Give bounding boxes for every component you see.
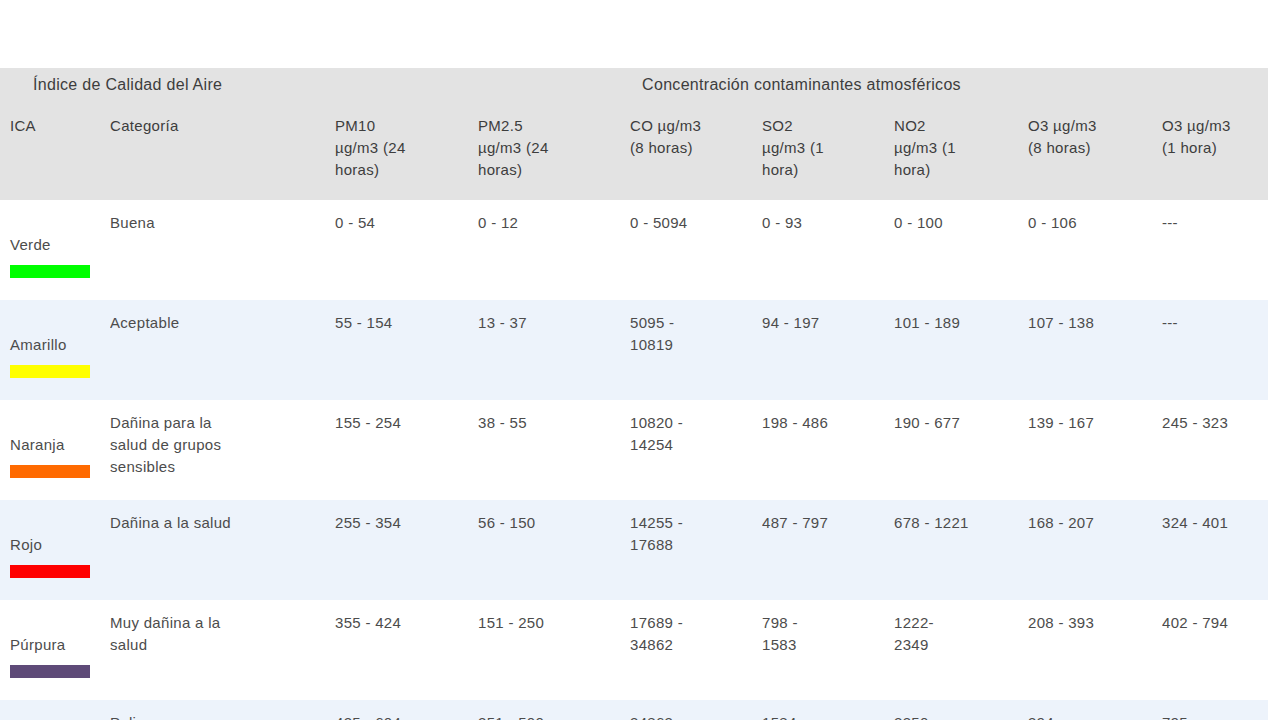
value-cell: 38 - 55 [478, 400, 630, 500]
value-cell: --- [1162, 300, 1268, 400]
color-swatch [10, 365, 90, 378]
value-cell: 0 - 12 [478, 200, 630, 300]
value-cell: 324 - 401 [1162, 500, 1268, 600]
value-cell: 101 - 189 [894, 300, 1028, 400]
value-cell: 2350 - 3853 [894, 700, 1028, 720]
page: Índice de Calidad del Aire Concentración… [0, 0, 1280, 720]
ica-label: Púrpura [10, 636, 65, 653]
table-row-purpura: Púrpura Muy dañina a la salud 355 - 424 … [0, 600, 1268, 700]
value-cell: 14255 - 17688 [630, 500, 762, 600]
ica-cell: Rojo [0, 500, 110, 600]
ica-label: Naranja [10, 436, 65, 453]
column-header-no2: NO2 µg/m3 (1 hora) [894, 99, 1028, 200]
value-cell: 5095 - 10819 [630, 300, 762, 400]
table-row-marron: Marrón Peligrosa 425 - 604 251 - 500 348… [0, 700, 1268, 720]
value-cell: 55 - 154 [335, 300, 478, 400]
value-cell: 394 [1028, 700, 1162, 720]
ica-cell: Marrón [0, 700, 110, 720]
value-cell: 0 - 106 [1028, 200, 1162, 300]
value-cell: 1584 - 2629 [762, 700, 894, 720]
column-header-co: CO µg/m3 (8 horas) [630, 99, 762, 200]
value-cell: 795 - 1185 [1162, 700, 1268, 720]
color-swatch [10, 465, 90, 478]
header-group-row: Índice de Calidad del Aire Concentración… [0, 68, 1268, 99]
value-cell: 0 - 54 [335, 200, 478, 300]
ica-label: Verde [10, 236, 51, 253]
value-cell: 139 - 167 [1028, 400, 1162, 500]
value-cell: 0 - 93 [762, 200, 894, 300]
column-header-o3-1h: O3 µg/m3 (1 hora) [1162, 99, 1268, 200]
column-header-row: ICA Categoría PM10 µg/m3 (24 horas) PM2.… [0, 99, 1268, 200]
column-header-pm25: PM2.5 µg/m3 (24 horas) [478, 99, 630, 200]
ica-cell: Amarillo [0, 300, 110, 400]
table-row-naranja: Naranja Dañina para la salud de grupos s… [0, 400, 1268, 500]
value-cell: 94 - 197 [762, 300, 894, 400]
ica-cell: Verde [0, 200, 110, 300]
value-cell: 0 - 5094 [630, 200, 762, 300]
ica-cell: Naranja [0, 400, 110, 500]
value-cell: 355 - 424 [335, 600, 478, 700]
ica-cell: Púrpura [0, 600, 110, 700]
ica-label: Amarillo [10, 336, 67, 353]
category-cell: Dañina para la salud de grupos sensibles [110, 400, 335, 500]
column-header-pm10: PM10 µg/m3 (24 horas) [335, 99, 478, 200]
category-cell: Muy dañina a la salud [110, 600, 335, 700]
value-cell: 0 - 100 [894, 200, 1028, 300]
value-cell: 487 - 797 [762, 500, 894, 600]
table-row-amarillo: Amarillo Aceptable 55 - 154 13 - 37 5095… [0, 300, 1268, 400]
color-swatch [10, 565, 90, 578]
value-cell: 168 - 207 [1028, 500, 1162, 600]
value-cell: 34863 - 57703 [630, 700, 762, 720]
color-swatch [10, 265, 90, 278]
color-swatch [10, 665, 90, 678]
category-cell: Dañina a la salud [110, 500, 335, 600]
value-cell: 17689 - 34862 [630, 600, 762, 700]
table-row-verde: Verde Buena 0 - 54 0 - 12 0 - 5094 0 - 9… [0, 200, 1268, 300]
value-cell: 425 - 604 [335, 700, 478, 720]
column-header-so2: SO2 µg/m3 (1 hora) [762, 99, 894, 200]
column-header-ica: ICA [0, 99, 110, 200]
value-cell: 56 - 150 [478, 500, 630, 600]
value-cell: 1222- 2349 [894, 600, 1028, 700]
value-cell: 151 - 250 [478, 600, 630, 700]
ica-label: Rojo [10, 536, 42, 553]
column-header-o3-8h: O3 µg/m3 (8 horas) [1028, 99, 1162, 200]
header-group-ica: Índice de Calidad del Aire [0, 68, 335, 99]
value-cell: 190 - 677 [894, 400, 1028, 500]
value-cell: 251 - 500 [478, 700, 630, 720]
value-cell: 208 - 393 [1028, 600, 1162, 700]
value-cell: 255 - 354 [335, 500, 478, 600]
value-cell: 678 - 1221 [894, 500, 1028, 600]
aqi-table: Índice de Calidad del Aire Concentración… [0, 68, 1268, 720]
category-cell: Aceptable [110, 300, 335, 400]
value-cell: 245 - 323 [1162, 400, 1268, 500]
category-cell: Buena [110, 200, 335, 300]
value-cell: 798 - 1583 [762, 600, 894, 700]
column-header-categoria: Categoría [110, 99, 335, 200]
value-cell: 10820 - 14254 [630, 400, 762, 500]
value-cell: 402 - 794 [1162, 600, 1268, 700]
category-cell: Peligrosa [110, 700, 335, 720]
value-cell: --- [1162, 200, 1268, 300]
value-cell: 107 - 138 [1028, 300, 1162, 400]
table-row-rojo: Rojo Dañina a la salud 255 - 354 56 - 15… [0, 500, 1268, 600]
value-cell: 155 - 254 [335, 400, 478, 500]
value-cell: 13 - 37 [478, 300, 630, 400]
header-group-pollutants: Concentración contaminantes atmosféricos [335, 68, 1268, 99]
value-cell: 198 - 486 [762, 400, 894, 500]
